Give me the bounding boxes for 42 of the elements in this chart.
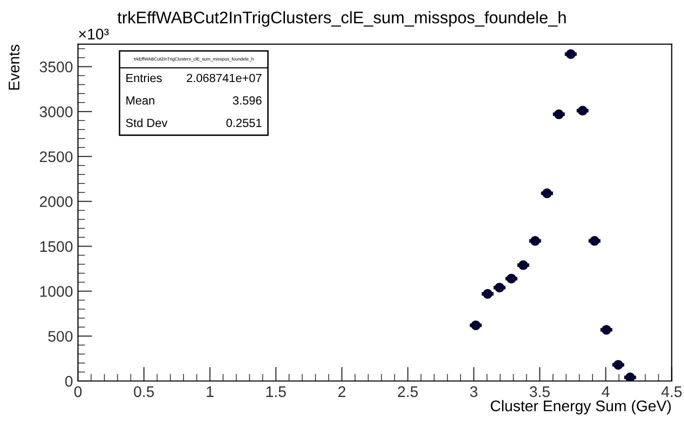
y-tick-label: 1000 <box>40 286 73 297</box>
point <box>506 274 516 284</box>
x-tick-label: 0.5 <box>134 386 154 398</box>
annotation: 3.596 <box>232 96 262 105</box>
y-tick-label: 0 <box>65 376 73 387</box>
point <box>578 106 588 116</box>
point <box>613 360 624 370</box>
text: ×10³ <box>79 28 109 40</box>
point <box>566 49 576 59</box>
x-tick-label: 4 <box>602 386 610 397</box>
point <box>554 109 564 120</box>
x-tick-label: 2.5 <box>398 386 418 398</box>
point <box>542 188 552 198</box>
point <box>494 282 504 292</box>
annotation: 2.068741e+07 <box>186 74 262 82</box>
annotation: Std Dev <box>126 118 168 128</box>
x-tick-label: 3.5 <box>530 386 550 398</box>
point <box>518 260 528 270</box>
point <box>590 236 600 246</box>
chart-title: trkEffWABCut2InTrigClusters_clE_sum_misspos_foundele_h <box>117 11 566 27</box>
x-tick-label: 3 <box>470 386 478 398</box>
y-axis-title: Events <box>8 44 20 90</box>
y-tick-label: 2000 <box>40 196 73 208</box>
x-axis-title: Cluster Energy Sum (GeV) <box>490 400 671 414</box>
y-tick-label: 500 <box>48 330 73 342</box>
x-tick-label: 1 <box>206 386 214 397</box>
y-tick-label: 2500 <box>40 151 73 162</box>
point <box>530 236 540 246</box>
y-tick-label: 3500 <box>40 62 73 72</box>
annotation: Mean <box>126 96 154 105</box>
y-tick-label: 1500 <box>40 241 73 252</box>
y-tick-label: 3000 <box>40 106 73 118</box>
point <box>470 320 481 330</box>
x-tick-label: 0 <box>74 386 82 398</box>
point <box>602 324 612 335</box>
annotation: Entries <box>126 74 162 82</box>
x-tick-label: 1.5 <box>266 386 286 398</box>
x-tick-label: 4.5 <box>661 386 682 398</box>
x-tick-label: 2 <box>338 386 346 397</box>
point <box>482 289 492 299</box>
annotation: 0.2551 <box>226 118 262 128</box>
point <box>625 372 635 382</box>
